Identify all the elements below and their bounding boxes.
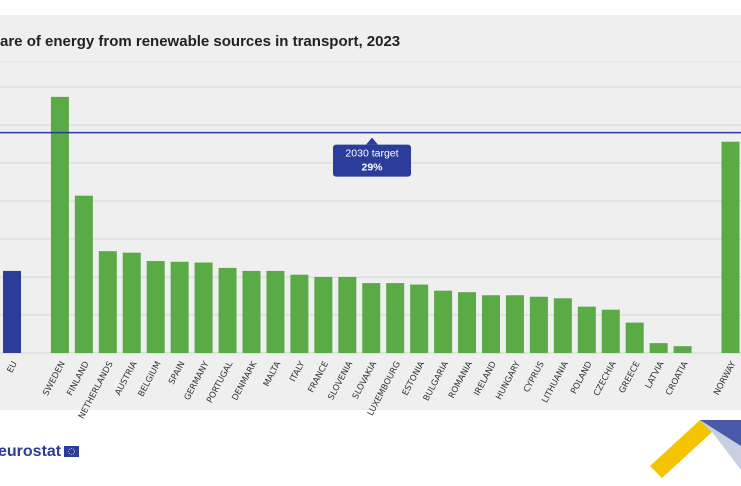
bar [122, 252, 141, 353]
bar [625, 322, 644, 353]
bar [290, 274, 309, 353]
bar [505, 295, 524, 353]
bar [553, 298, 572, 353]
callout-value: 29% [361, 161, 383, 173]
eu-flag [64, 446, 79, 457]
bar [74, 195, 93, 353]
bar [458, 292, 477, 353]
bar [194, 262, 213, 353]
bar [721, 141, 740, 353]
bar [410, 284, 429, 353]
bar [50, 96, 69, 353]
bar [362, 283, 381, 353]
bar [601, 309, 620, 353]
callout-pointer [366, 137, 378, 145]
bar [314, 277, 333, 353]
bar [386, 283, 405, 353]
bar [98, 251, 117, 353]
bar [266, 270, 285, 353]
bar [649, 343, 668, 353]
bar [338, 277, 357, 353]
bar [242, 270, 261, 353]
x-tick-label: EU [6, 360, 20, 375]
bar [434, 290, 453, 353]
bar [170, 261, 189, 353]
decoration [650, 420, 741, 478]
bar [146, 261, 165, 353]
source-logo: eurostat [0, 443, 62, 460]
bar [218, 267, 237, 353]
chart-title: are of energy from renewable sources in … [0, 33, 400, 50]
callout-box [333, 144, 411, 177]
bar [482, 295, 500, 353]
bar [3, 270, 21, 353]
bar [577, 306, 596, 353]
bar [673, 346, 692, 353]
callout-label: 2030 target [345, 147, 398, 159]
bar [529, 296, 548, 353]
